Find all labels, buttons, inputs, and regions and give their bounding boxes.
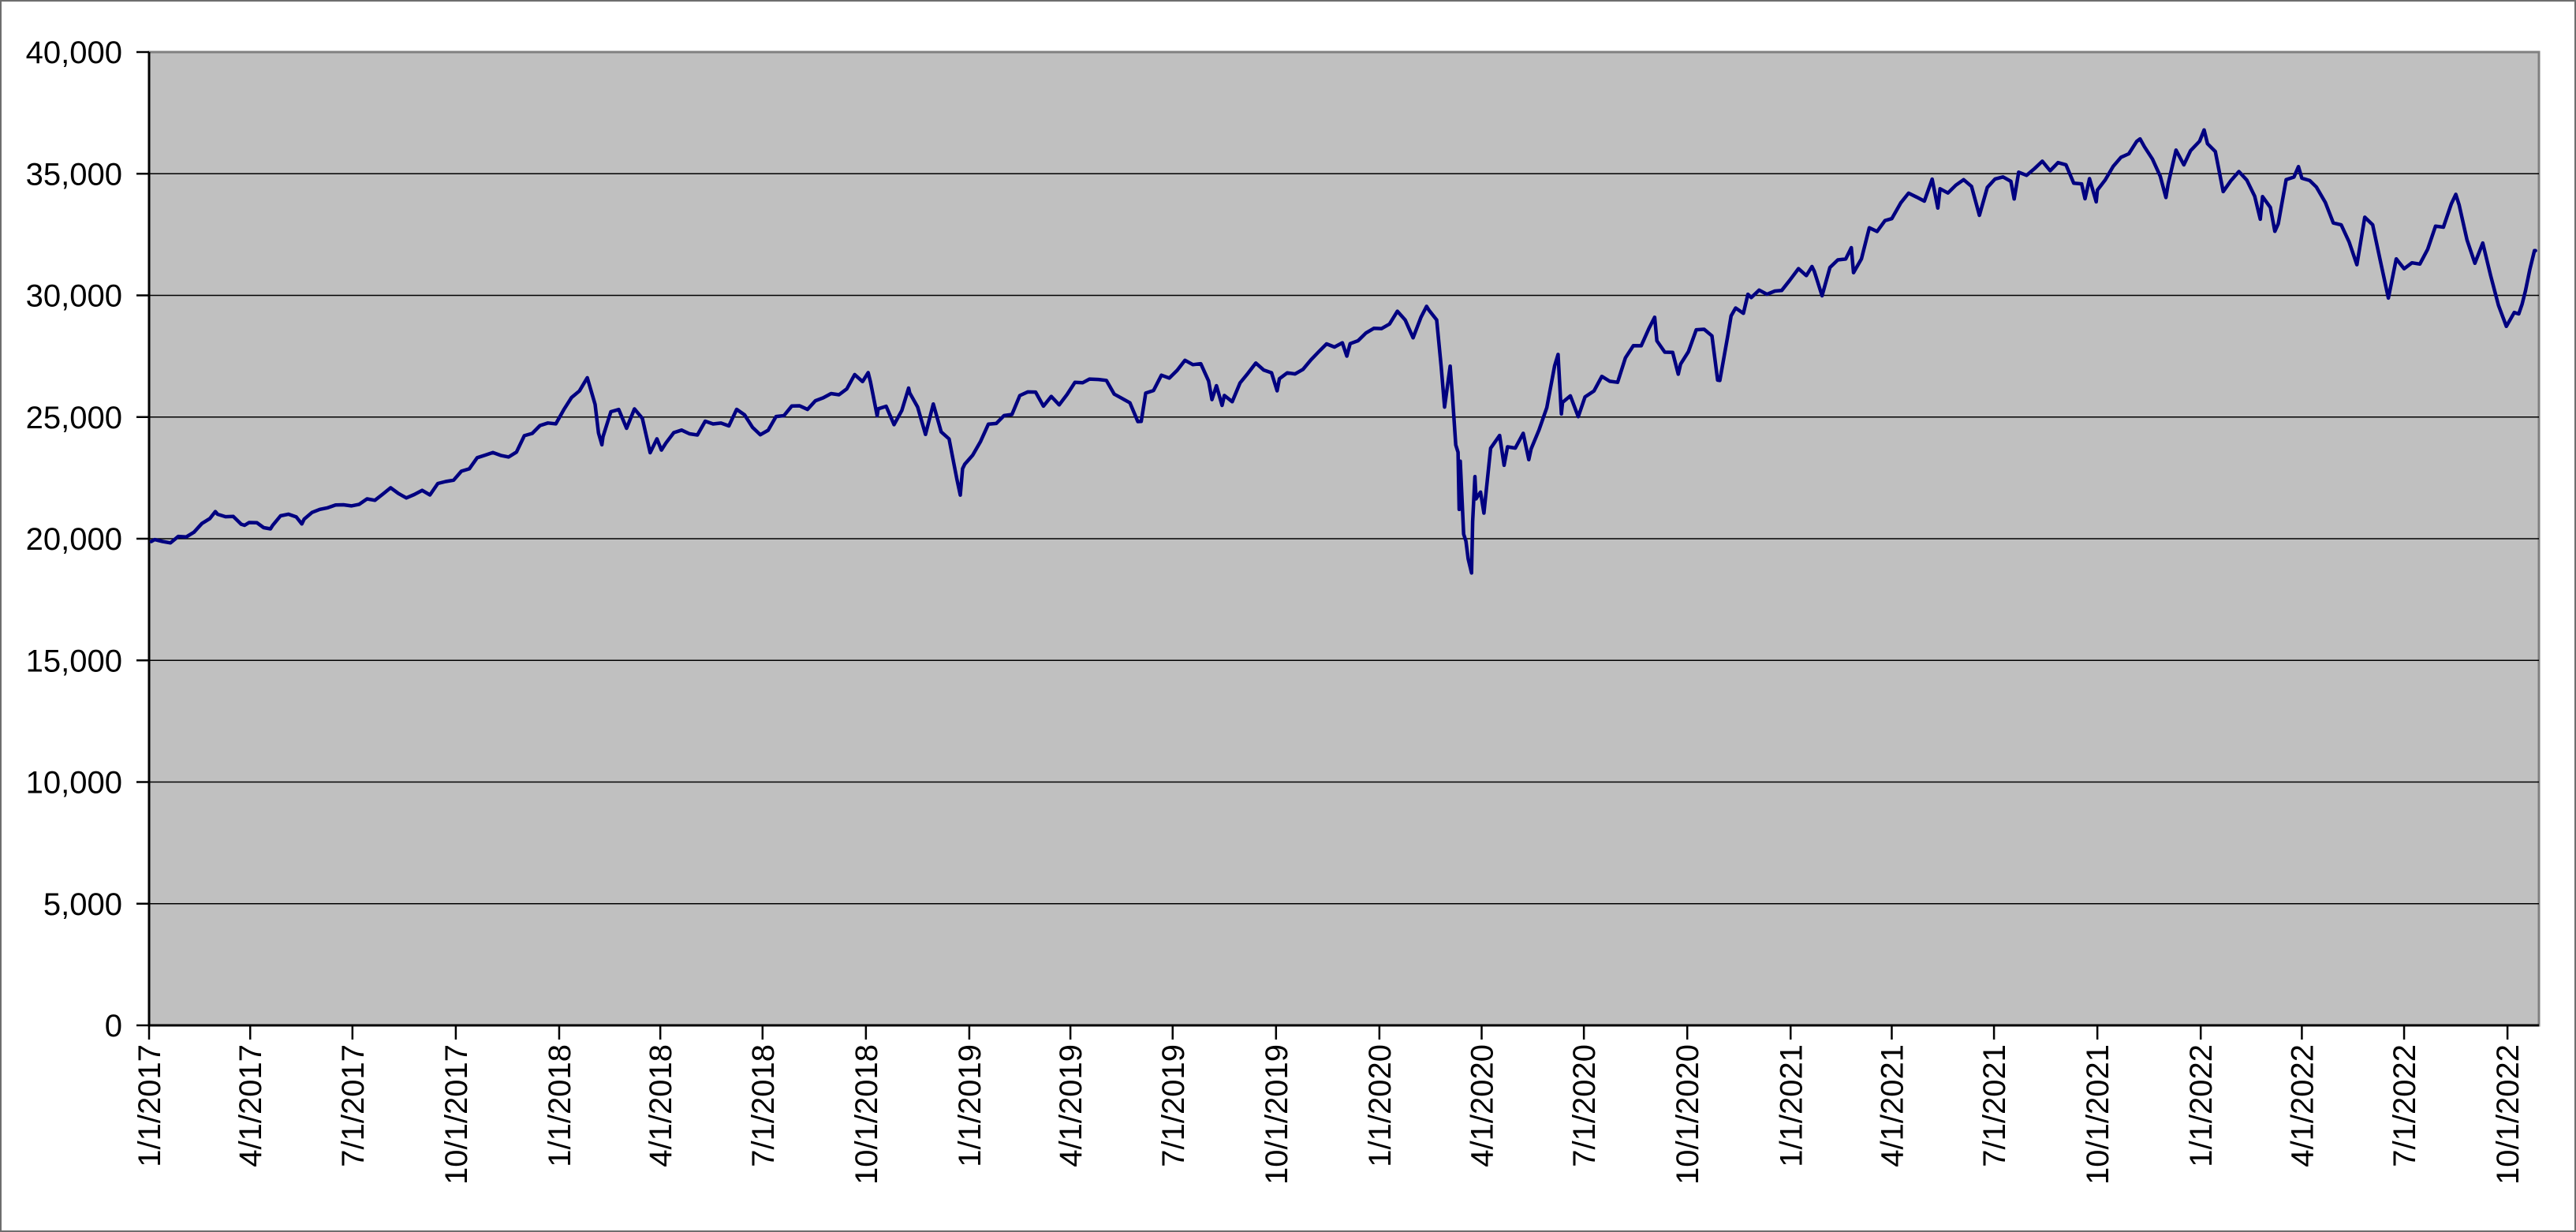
x-axis-label: 1/1/2020 — [1363, 1044, 1398, 1167]
x-axis-label: 7/1/2017 — [336, 1044, 371, 1167]
y-axis-label: 5,000 — [43, 887, 122, 922]
x-axis-label: 7/1/2020 — [1567, 1044, 1602, 1167]
x-axis-label: 1/1/2017 — [133, 1044, 167, 1167]
x-axis-label: 7/1/2019 — [1156, 1044, 1191, 1167]
x-axis-label: 1/1/2022 — [2184, 1044, 2219, 1167]
x-axis-label: 1/1/2019 — [953, 1044, 987, 1167]
y-axis-label: 15,000 — [26, 644, 122, 678]
x-axis-label: 4/1/2021 — [1875, 1044, 1910, 1167]
x-axis-label: 7/1/2021 — [1977, 1044, 2012, 1167]
x-axis-label: 4/1/2020 — [1465, 1044, 1500, 1167]
x-axis-label: 10/1/2022 — [2491, 1044, 2526, 1185]
y-axis-label: 30,000 — [26, 279, 122, 314]
x-axis-label: 1/1/2021 — [1774, 1044, 1809, 1167]
y-axis-label: 20,000 — [26, 522, 122, 557]
y-axis-label: 35,000 — [26, 157, 122, 192]
x-axis-label: 10/1/2019 — [1260, 1044, 1294, 1185]
price-line — [149, 128, 2537, 575]
x-axis-label: 7/1/2022 — [2387, 1044, 2422, 1167]
x-axis-label: 4/1/2018 — [644, 1044, 678, 1167]
x-axis-label: 10/1/2020 — [1671, 1044, 1705, 1185]
x-axis-label: 4/1/2022 — [2285, 1044, 2320, 1167]
y-axis-label: 10,000 — [26, 766, 122, 801]
x-axis-label: 4/1/2017 — [233, 1044, 268, 1167]
y-axis-label: 40,000 — [26, 35, 122, 70]
x-axis-label: 4/1/2019 — [1054, 1044, 1088, 1167]
x-axis-label: 7/1/2018 — [746, 1044, 781, 1167]
y-axis-label: 25,000 — [26, 401, 122, 435]
x-axis-label: 10/1/2021 — [2081, 1044, 2115, 1185]
x-axis-label: 10/1/2017 — [439, 1044, 474, 1185]
x-axis-label: 1/1/2018 — [543, 1044, 577, 1167]
y-axis-label: 0 — [105, 1009, 122, 1043]
x-axis-label: 10/1/2018 — [849, 1044, 884, 1185]
